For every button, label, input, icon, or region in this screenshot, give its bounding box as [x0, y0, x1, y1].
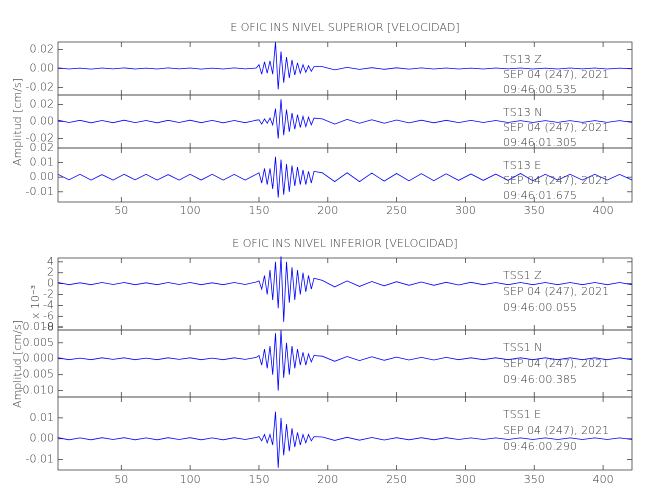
trace-time: 09:46:00.535: [503, 83, 577, 96]
trace-date: SEP 04 (247), 2021: [503, 424, 609, 437]
y-tick-label: 0.00: [30, 62, 55, 75]
y-tick-label: -0.01: [26, 185, 54, 198]
chart-title: E OFIC INS NIVEL INFERIOR [VELOCIDAD]: [232, 237, 457, 250]
y-tick-label: 0.000: [23, 352, 55, 365]
y-tick-label: 0.02: [30, 97, 55, 110]
trace-name: TSS1 E: [503, 408, 541, 421]
x-tick-label: 350: [524, 473, 545, 486]
y-tick-label: 4: [47, 255, 54, 268]
y-tick-label: 0.010: [23, 320, 55, 333]
y-tick-label: -8: [43, 320, 54, 333]
y-tick-label: 0.02: [30, 43, 55, 56]
x-tick-label: 50: [114, 204, 128, 217]
x-tick-label: 150: [248, 473, 269, 486]
trace-name: TS13 N: [503, 106, 542, 119]
y-tick-label: 0.005: [23, 336, 55, 349]
x-tick-label: 200: [317, 473, 338, 486]
y-tick-label: 2: [47, 266, 54, 279]
trace-time: 09:46:01.675: [503, 189, 577, 202]
x-tick-label: 150: [248, 204, 269, 217]
y-tick-label: 0.01: [30, 411, 55, 424]
y-axis-label: Amplitud [cm/s]: [11, 78, 24, 166]
y-tick-label: -0.02: [26, 80, 54, 93]
trace-time: 09:46:00.055: [503, 301, 577, 314]
waveform: [57, 99, 633, 139]
y-tick-label: 0.00: [30, 115, 55, 128]
y-tick-label: -0.01: [26, 453, 54, 466]
y-tick-label: 0.01: [30, 156, 55, 169]
trace-date: SEP 04 (247), 2021: [503, 174, 609, 187]
trace-date: SEP 04 (247), 2021: [503, 285, 609, 298]
x-tick-label: 300: [455, 204, 476, 217]
trace-time: 09:46:00.290: [503, 440, 577, 453]
x-tick-label: 200: [317, 204, 338, 217]
waveform: [57, 41, 633, 90]
y-tick-label: 0: [47, 277, 54, 290]
trace-name: TSS1 Z: [503, 269, 542, 282]
trace-name: TS13 Z: [503, 53, 542, 66]
waveform: [57, 411, 633, 468]
y-tick-label: -2: [43, 288, 54, 301]
trace-name: TSS1 N: [503, 341, 542, 354]
y-tick-label: -4: [43, 298, 54, 311]
waveform: [57, 156, 633, 198]
x-tick-label: 50: [114, 473, 128, 486]
x-tick-label: 100: [180, 473, 201, 486]
waveform: [57, 329, 633, 391]
trace-date: SEP 04 (247), 2021: [503, 121, 609, 134]
panel-frame: [57, 396, 633, 471]
y-tick-label: -0.005: [19, 368, 54, 381]
trace-date: SEP 04 (247), 2021: [503, 68, 609, 81]
y-tick-label: -0.010: [19, 384, 54, 397]
chart-title: E OFIC INS NIVEL SUPERIOR [VELOCIDAD]: [230, 21, 459, 34]
trace-time: 09:46:00.385: [503, 373, 577, 386]
y-tick-label: 0.00: [30, 432, 55, 445]
x-tick-label: 250: [386, 473, 407, 486]
trace-date: SEP 04 (247), 2021: [503, 357, 609, 370]
scale-label: x 10⁻³: [29, 285, 42, 319]
x-tick-label: 300: [455, 473, 476, 486]
x-tick-label: 400: [593, 204, 614, 217]
y-tick-label: 0.02: [30, 141, 55, 154]
y-tick-label: 0.00: [30, 170, 55, 183]
x-tick-label: 400: [593, 473, 614, 486]
x-tick-label: 350: [524, 204, 545, 217]
trace-name: TS13 E: [503, 159, 541, 172]
waveform: [57, 256, 633, 322]
x-tick-label: 250: [386, 204, 407, 217]
y-tick-label: -6: [43, 309, 54, 322]
x-tick-label: 100: [180, 204, 201, 217]
panel-frame: [57, 147, 633, 203]
y-tick-label: -0.02: [26, 132, 54, 145]
trace-time: 09:46:01.305: [503, 136, 577, 149]
y-axis-label: Amplitud [cm/s]: [11, 320, 24, 408]
